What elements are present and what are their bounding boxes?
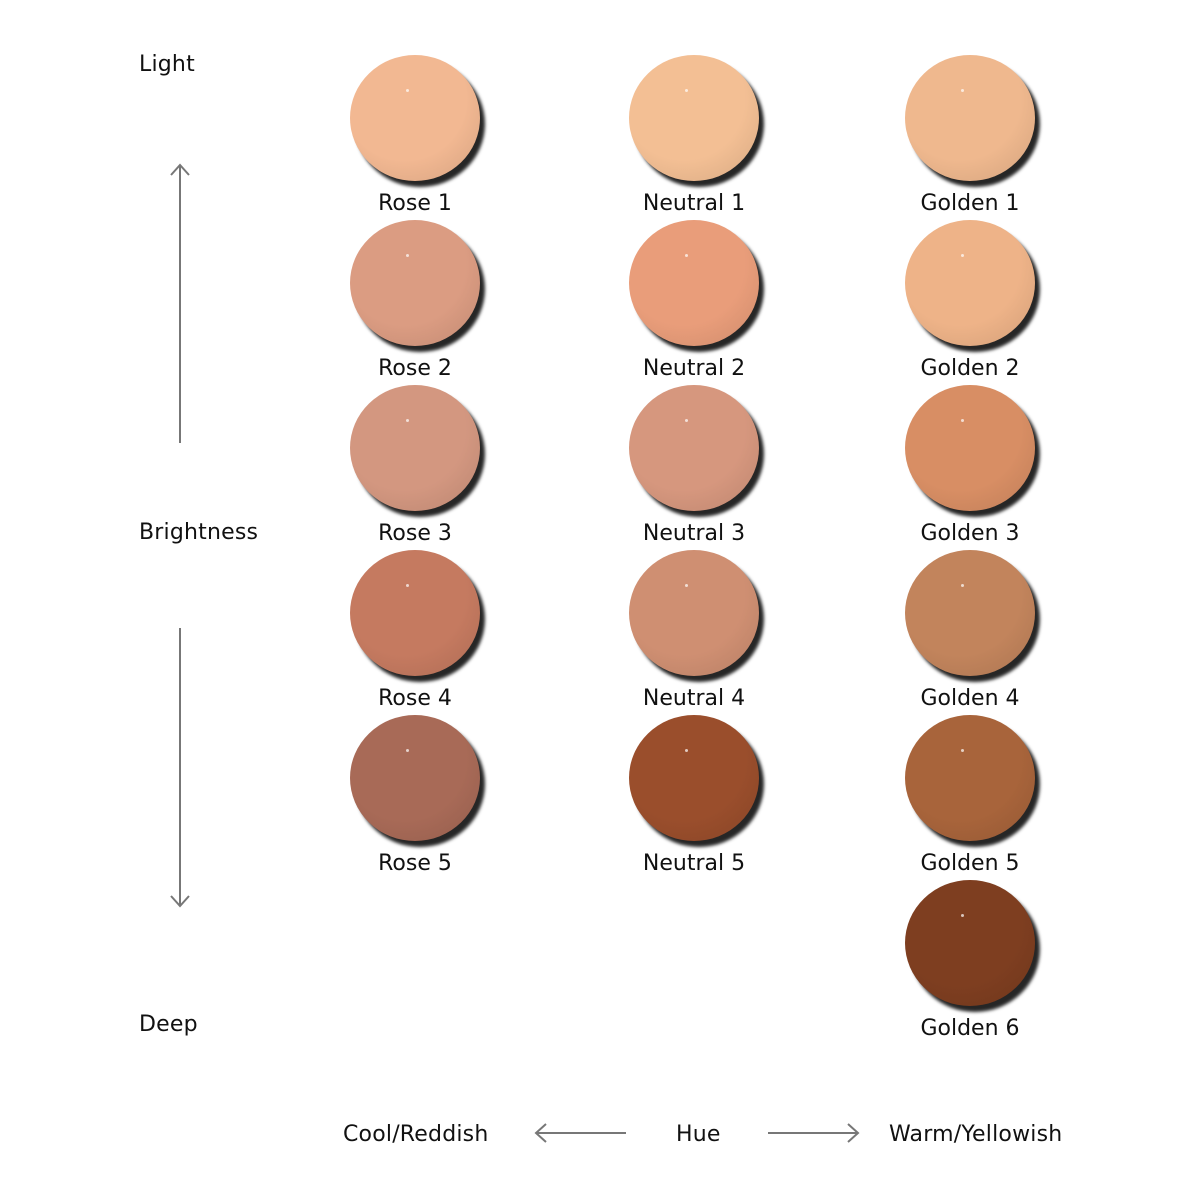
swatch-label: Golden 4 — [920, 686, 1020, 711]
arrow-left-icon — [534, 1123, 626, 1143]
swatch-label: Rose 2 — [378, 356, 452, 381]
swatch-label: Rose 5 — [378, 851, 452, 876]
swatch-rose-4: Rose 4 — [315, 550, 515, 711]
shade-sphere — [629, 55, 759, 181]
swatch-label: Rose 4 — [378, 686, 452, 711]
shade-sphere — [629, 385, 759, 511]
swatch-label: Neutral 1 — [642, 191, 746, 216]
swatch-label: Neutral 5 — [642, 851, 746, 876]
swatch-label: Rose 1 — [378, 191, 452, 216]
shade-sphere — [350, 55, 480, 181]
swatch-neutral-1: Neutral 1 — [594, 55, 794, 216]
swatch-golden-2: Golden 2 — [870, 220, 1070, 381]
swatch-rose-5: Rose 5 — [315, 715, 515, 876]
swatch-golden-1: Golden 1 — [870, 55, 1070, 216]
swatch-label: Neutral 3 — [642, 521, 746, 546]
shade-sphere — [629, 220, 759, 346]
swatch-label: Golden 3 — [920, 521, 1020, 546]
swatch-label: Neutral 2 — [642, 356, 746, 381]
swatch-rose-1: Rose 1 — [315, 55, 515, 216]
shade-sphere — [629, 550, 759, 676]
axis-label-brightness: Brightness — [139, 520, 259, 545]
shade-sphere — [350, 550, 480, 676]
shade-sphere — [905, 220, 1035, 346]
shade-sphere — [350, 385, 480, 511]
swatch-label: Golden 2 — [920, 356, 1020, 381]
shade-sphere — [629, 715, 759, 841]
shade-sphere — [905, 880, 1035, 1006]
shade-sphere — [350, 220, 480, 346]
swatch-golden-3: Golden 3 — [870, 385, 1070, 546]
shade-sphere — [905, 550, 1035, 676]
axis-label-cool: Cool/Reddish — [343, 1122, 489, 1147]
shade-sphere — [905, 385, 1035, 511]
swatch-label: Neutral 4 — [642, 686, 746, 711]
swatch-label: Golden 6 — [920, 1016, 1020, 1041]
swatch-neutral-4: Neutral 4 — [594, 550, 794, 711]
shade-sphere — [905, 715, 1035, 841]
swatch-golden-5: Golden 5 — [870, 715, 1070, 876]
swatch-rose-2: Rose 2 — [315, 220, 515, 381]
shade-sphere — [350, 715, 480, 841]
axis-label-warm: Warm/Yellowish — [889, 1122, 1063, 1147]
swatch-rose-3: Rose 3 — [315, 385, 515, 546]
swatch-label: Golden 1 — [920, 191, 1020, 216]
swatch-label: Golden 5 — [920, 851, 1020, 876]
axis-label-hue: Hue — [676, 1122, 721, 1147]
swatch-golden-4: Golden 4 — [870, 550, 1070, 711]
axis-label-deep: Deep — [139, 1012, 198, 1037]
arrow-right-icon — [768, 1123, 860, 1143]
swatch-neutral-2: Neutral 2 — [594, 220, 794, 381]
shade-sphere — [905, 55, 1035, 181]
arrow-up-icon — [170, 163, 190, 443]
swatch-label: Rose 3 — [378, 521, 452, 546]
swatch-neutral-5: Neutral 5 — [594, 715, 794, 876]
axis-label-light: Light — [139, 52, 195, 77]
arrow-down-icon — [170, 628, 190, 908]
swatch-neutral-3: Neutral 3 — [594, 385, 794, 546]
swatch-golden-6: Golden 6 — [870, 880, 1070, 1041]
